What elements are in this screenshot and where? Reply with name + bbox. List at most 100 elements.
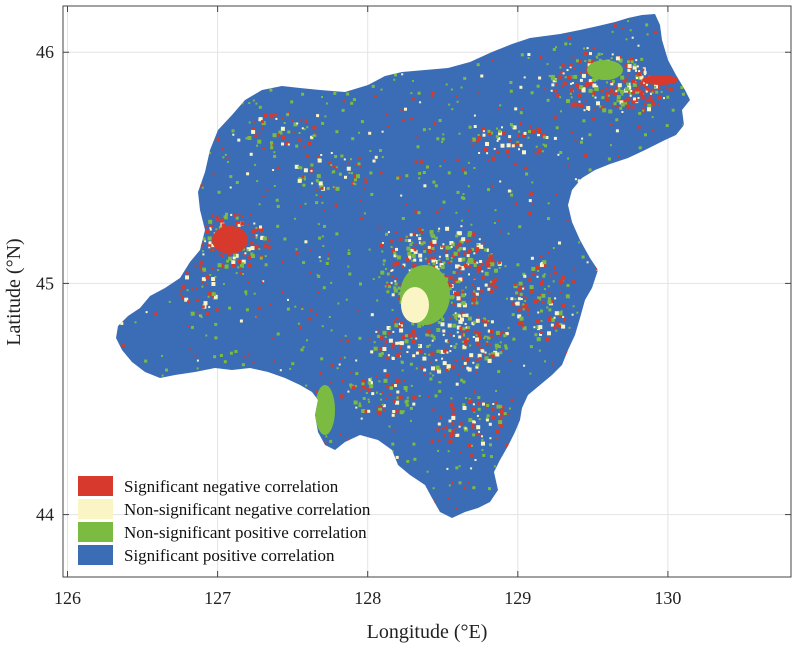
correlation-cell — [478, 357, 482, 361]
correlation-cell — [207, 236, 212, 241]
correlation-cell — [436, 328, 441, 332]
correlation-cell — [393, 320, 397, 324]
correlation-cell — [385, 268, 387, 270]
correlation-cell — [647, 107, 651, 112]
legend-label-significant-positive: Significant positive correlation — [124, 546, 335, 565]
correlation-cell — [505, 297, 508, 300]
correlation-cell — [484, 283, 488, 287]
correlation-cell — [517, 308, 521, 312]
correlation-cell — [218, 253, 221, 256]
correlation-cell — [447, 286, 452, 291]
correlation-cell — [614, 86, 618, 90]
correlation-cell — [428, 262, 430, 265]
correlation-cell — [395, 455, 399, 459]
correlation-cell — [540, 320, 543, 322]
correlation-cell — [281, 260, 285, 264]
correlation-cell — [556, 322, 559, 326]
correlation-cell — [367, 388, 371, 392]
correlation-cell — [252, 99, 255, 102]
correlation-cell — [201, 277, 206, 282]
correlation-cell — [418, 237, 422, 241]
correlation-cell — [645, 87, 650, 92]
correlation-cell — [413, 258, 417, 262]
correlation-cell — [395, 254, 398, 257]
correlation-cell — [399, 341, 404, 346]
correlation-cell — [486, 416, 489, 419]
correlation-cell — [407, 251, 412, 256]
correlation-cell — [362, 385, 365, 389]
correlation-cell — [451, 108, 454, 111]
correlation-cell — [581, 73, 586, 78]
correlation-cell — [440, 427, 443, 430]
correlation-cell — [378, 226, 381, 229]
correlation-cell — [522, 272, 526, 276]
correlation-cell — [299, 166, 303, 170]
correlation-cell — [360, 417, 363, 420]
correlation-cell — [393, 286, 397, 290]
correlation-cell — [490, 253, 493, 256]
correlation-cell — [517, 297, 521, 301]
correlation-cell — [272, 169, 275, 171]
correlation-cell — [442, 329, 446, 333]
correlation-cell — [394, 411, 397, 413]
correlation-cell — [398, 325, 402, 329]
correlation-cell — [180, 289, 183, 292]
correlation-cell — [588, 168, 592, 172]
correlation-cell — [591, 60, 595, 64]
correlation-cell — [572, 305, 575, 308]
legend-swatch-significant-negative — [78, 476, 113, 496]
correlation-cell — [363, 387, 367, 390]
correlation-cell — [446, 281, 450, 285]
correlation-cell — [352, 98, 356, 102]
correlation-cell — [373, 346, 378, 351]
correlation-cell — [410, 336, 413, 339]
correlation-cell — [580, 104, 584, 108]
correlation-cell — [576, 103, 580, 107]
correlation-cell — [438, 255, 441, 258]
correlation-cell — [468, 398, 471, 400]
correlation-cell — [320, 186, 324, 190]
correlation-cell — [468, 125, 472, 129]
correlation-cell — [534, 151, 537, 154]
correlation-cell — [258, 248, 261, 250]
correlation-cell — [406, 396, 409, 399]
correlation-cell — [219, 219, 224, 224]
correlation-cell — [453, 251, 458, 256]
correlation-cell — [293, 122, 298, 127]
correlation-cell — [660, 90, 663, 93]
correlation-cell — [481, 126, 486, 131]
correlation-cell — [454, 507, 457, 510]
correlation-cell — [456, 433, 460, 437]
correlation-cell — [355, 163, 358, 166]
correlation-cell — [287, 143, 290, 146]
correlation-cell — [496, 150, 500, 154]
correlation-cell — [472, 336, 475, 338]
correlation-cell — [302, 183, 306, 187]
correlation-cell — [199, 183, 203, 187]
correlation-cell — [235, 181, 239, 184]
correlation-cell — [490, 184, 494, 188]
correlation-cell — [387, 231, 390, 234]
correlation-cell — [550, 323, 554, 327]
correlation-cell — [470, 453, 474, 457]
correlation-cell — [481, 319, 485, 323]
correlation-cell — [622, 79, 626, 83]
correlation-cell — [578, 100, 581, 103]
correlation-cell — [371, 84, 375, 88]
correlation-cell — [476, 243, 479, 246]
correlation-cell — [459, 244, 462, 247]
axes-frame — [62, 5, 792, 578]
correlation-cell — [500, 230, 503, 233]
correlation-cell — [460, 225, 463, 228]
correlation-cell — [501, 412, 506, 417]
correlation-cell — [541, 133, 546, 138]
correlation-cell — [572, 102, 577, 107]
correlation-cell — [464, 427, 467, 430]
correlation-cell — [304, 119, 308, 123]
correlation-cell — [450, 260, 453, 263]
correlation-cell — [475, 292, 479, 296]
correlation-cell — [336, 367, 339, 370]
correlation-cell — [454, 427, 457, 429]
correlation-cell — [547, 317, 552, 322]
correlation-cell — [530, 289, 535, 294]
